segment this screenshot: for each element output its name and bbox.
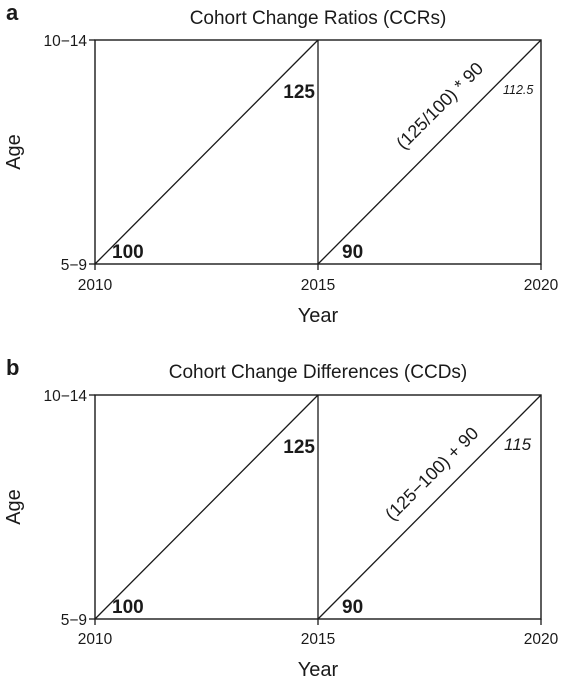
x-tick-label-2015: 2015 <box>301 277 335 294</box>
x-tick-label-2020: 2020 <box>524 631 559 648</box>
x-tick-label-2015: 2015 <box>301 631 335 648</box>
end-value: 125 <box>283 437 315 458</box>
y-axis-label: Age <box>3 489 25 525</box>
panel-letter: a <box>6 0 19 25</box>
formula: (125/100) * 90 <box>392 58 487 153</box>
y-tick-label-bottom: 5−9 <box>61 257 87 274</box>
start-value: 100 <box>112 597 144 618</box>
panel-a: a Cohort Change Ratios (CCRs) 10−14 5−9 … <box>3 0 559 327</box>
x-axis-label: Year <box>298 305 339 327</box>
panel-b: b Cohort Change Differences (CCDs) 10−14… <box>3 355 559 681</box>
start-value: 100 <box>112 242 144 263</box>
y-tick-label-top: 10−14 <box>43 388 87 405</box>
formula: (125−100) + 90 <box>381 423 482 524</box>
x-tick-label-2010: 2010 <box>78 277 113 294</box>
base-value: 90 <box>342 242 363 263</box>
x-tick-label-2020: 2020 <box>524 277 559 294</box>
x-axis-label: Year <box>298 659 339 681</box>
end-value: 125 <box>283 82 315 103</box>
cohort-line-2015-2020 <box>317 394 542 620</box>
panel-title: Cohort Change Ratios (CCRs) <box>190 8 447 29</box>
panel-title: Cohort Change Differences (CCDs) <box>169 362 468 383</box>
y-axis-label: Age <box>3 134 25 170</box>
base-value: 90 <box>342 597 363 618</box>
cohort-line-2010-2015 <box>94 39 319 265</box>
cohort-line-2015-2020 <box>317 39 542 265</box>
result-value: 112.5 <box>503 83 533 97</box>
cohort-line-2010-2015 <box>94 394 319 620</box>
x-tick-label-2010: 2010 <box>78 631 113 648</box>
y-tick-label-top: 10−14 <box>43 33 87 50</box>
result-value: 115 <box>504 435 532 454</box>
y-tick-label-bottom: 5−9 <box>61 612 87 629</box>
panel-letter: b <box>6 355 19 380</box>
